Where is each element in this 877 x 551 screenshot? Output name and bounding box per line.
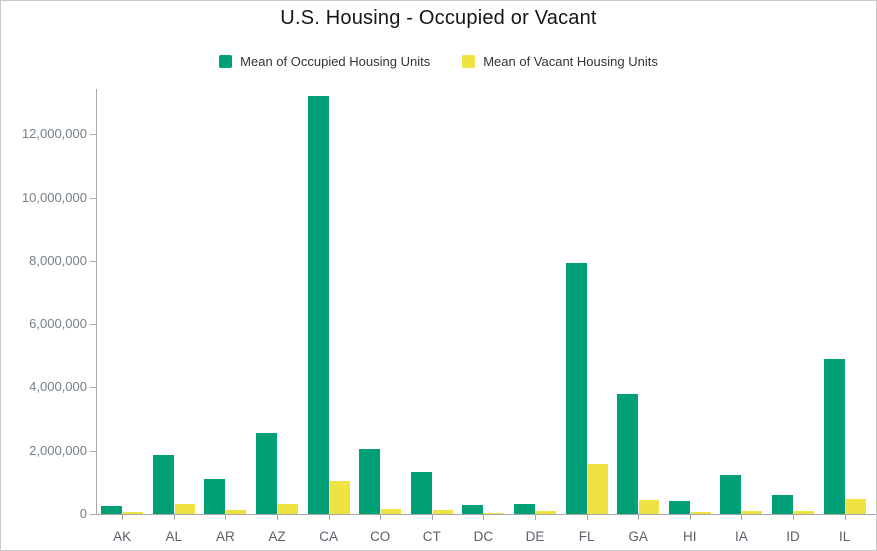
legend-item-label: Mean of Vacant Housing Units	[483, 54, 658, 69]
bar-vacant-HI[interactable]	[690, 511, 711, 514]
x-axis-tick	[277, 515, 278, 520]
x-axis-label-ID: ID	[786, 529, 800, 544]
legend-swatch-icon	[219, 55, 233, 68]
x-axis-tick	[793, 515, 794, 520]
bar-occupied-ID[interactable]	[772, 494, 793, 514]
x-axis-label-GA: GA	[628, 529, 648, 544]
x-axis-line	[96, 514, 876, 515]
y-axis-tick	[90, 450, 96, 452]
x-axis-label-DC: DC	[473, 529, 494, 544]
x-axis-tick	[122, 515, 124, 520]
y-axis-tick-label: 6,000,000	[29, 316, 87, 332]
bar-occupied-CO[interactable]	[359, 448, 381, 514]
legend-item-label: Mean of Occupied Housing Units	[240, 54, 431, 69]
bar-occupied-FL[interactable]	[565, 262, 587, 514]
y-axis-tick	[90, 134, 96, 136]
y-axis-line	[96, 89, 97, 515]
x-axis-tick	[741, 515, 743, 520]
bar-occupied-AR[interactable]	[204, 478, 226, 514]
legend-swatch-icon	[462, 55, 476, 68]
chart-title: U.S. Housing - Occupied or Vacant	[280, 7, 597, 29]
x-axis-label-AL: AL	[165, 529, 183, 544]
y-axis-tick-label: 0	[79, 506, 87, 521]
x-axis-label-IA: IA	[735, 529, 748, 544]
y-axis-tick-label: 10,000,000	[21, 189, 87, 205]
bar-vacant-GA[interactable]	[639, 500, 660, 514]
y-axis-tick-label: 12,000,000	[21, 126, 87, 142]
x-axis-tick	[173, 515, 175, 520]
bar-vacant-CA[interactable]	[329, 480, 350, 514]
bar-vacant-ID[interactable]	[794, 511, 814, 514]
x-axis-tick	[844, 515, 846, 520]
x-axis-tick	[689, 515, 691, 520]
x-axis-label-AK: AK	[113, 529, 132, 544]
bar-vacant-AL[interactable]	[174, 503, 195, 514]
x-axis-tick	[535, 515, 536, 520]
x-axis-label-CT: CT	[422, 529, 441, 544]
x-axis-label-CO: CO	[370, 529, 391, 544]
y-axis-tick-label: 2,000,000	[29, 442, 87, 458]
x-axis-label-DE: DE	[525, 529, 545, 544]
bar-occupied-IA[interactable]	[720, 474, 742, 514]
bar-occupied-DC[interactable]	[462, 504, 484, 514]
legend-item-vacant: Mean of Vacant Housing Units	[462, 54, 658, 69]
bar-occupied-AL[interactable]	[152, 455, 174, 514]
x-axis-tick	[225, 515, 227, 520]
bar-vacant-DE[interactable]	[536, 511, 556, 514]
y-axis-tick	[90, 387, 96, 389]
bar-vacant-IL[interactable]	[845, 498, 866, 514]
bar-occupied-HI[interactable]	[668, 500, 690, 514]
x-axis-tick	[586, 515, 588, 520]
y-axis-tick-label: 8,000,000	[29, 252, 87, 268]
x-axis-label-FL: FL	[578, 529, 595, 544]
bar-vacant-CT[interactable]	[432, 510, 453, 514]
bar-vacant-AZ[interactable]	[278, 503, 298, 514]
bar-vacant-AK[interactable]	[123, 512, 144, 514]
bar-vacant-DC[interactable]	[484, 513, 505, 514]
y-axis-tick-label: 4,000,000	[29, 379, 87, 395]
bar-occupied-GA[interactable]	[617, 393, 639, 514]
x-axis-tick	[380, 515, 382, 520]
bar-occupied-DE[interactable]	[514, 503, 535, 514]
x-axis-label-HI: HI	[683, 529, 697, 544]
y-axis-tick	[90, 514, 96, 515]
legend-item-occupied: Mean of Occupied Housing Units	[219, 54, 430, 69]
x-axis-label-IL: IL	[838, 529, 851, 544]
bar-occupied-AZ[interactable]	[256, 433, 277, 514]
y-axis-tick	[90, 324, 96, 326]
x-axis-tick	[431, 515, 433, 520]
y-axis-tick	[90, 197, 96, 199]
x-axis-tick	[328, 515, 330, 520]
x-axis-tick	[483, 515, 485, 520]
y-axis-tick	[90, 260, 96, 262]
x-axis-label-AZ: AZ	[268, 529, 286, 544]
x-axis-label-AR: AR	[216, 529, 235, 544]
bar-vacant-FL[interactable]	[587, 463, 608, 514]
bar-vacant-CO[interactable]	[381, 508, 402, 514]
bar-vacant-AR[interactable]	[226, 509, 247, 514]
x-axis-label-CA: CA	[319, 529, 338, 544]
bar-occupied-AK[interactable]	[101, 506, 123, 514]
bar-occupied-IL[interactable]	[823, 359, 845, 514]
bar-vacant-IA[interactable]	[742, 510, 763, 514]
x-axis-tick	[638, 515, 640, 520]
bar-occupied-CT[interactable]	[410, 471, 432, 514]
legend: Mean of Occupied Housing Units Mean of Va…	[1, 54, 876, 69]
bar-occupied-CA[interactable]	[307, 96, 329, 514]
